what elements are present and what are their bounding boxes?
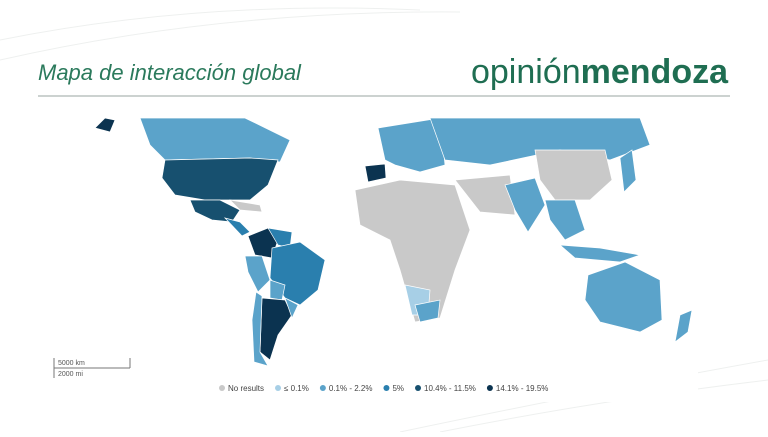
legend-dot [319, 385, 326, 391]
legend: No results ≤ 0.1% 0.1% - 2.2% 5% 10.4% - 11.… [219, 384, 548, 393]
country [354, 179, 471, 323]
legend-dot [415, 385, 422, 391]
legend-dot [486, 385, 493, 391]
country [454, 174, 516, 216]
country [584, 261, 663, 333]
country [619, 149, 637, 193]
legend-label: ≤ 0.1% [284, 384, 309, 393]
country [223, 217, 251, 237]
country [94, 117, 116, 133]
country [544, 199, 586, 241]
country [504, 177, 546, 233]
legend-label: 0.1% - 2.2% [329, 384, 373, 393]
scale-bar: 5000 km 2000 mi [53, 358, 131, 378]
legend-dot [383, 385, 390, 391]
country [674, 309, 693, 343]
country [534, 149, 613, 201]
title: Mapa de interacción global [38, 60, 302, 85]
country [244, 255, 271, 293]
legend-label: No results [228, 384, 264, 393]
legend-label: 14.1% - 19.5% [496, 384, 548, 393]
country [228, 199, 263, 213]
country [558, 244, 642, 263]
legend-label: 5% [392, 384, 404, 393]
country [284, 297, 299, 319]
scale-mi: 2000 mi [58, 371, 83, 378]
country [251, 291, 269, 367]
legend-label: 10.4% - 11.5% [424, 384, 476, 393]
legend-dot [275, 385, 282, 391]
map [94, 117, 693, 367]
legend-dot [219, 385, 225, 391]
country [364, 163, 387, 183]
logo: opiniónmendoza [471, 53, 729, 91]
logo-bold: mendoza [581, 53, 729, 91]
country [161, 157, 279, 201]
country [414, 299, 441, 323]
logo-light: opinión [471, 53, 581, 91]
scale-km: 5000 km [58, 360, 85, 367]
